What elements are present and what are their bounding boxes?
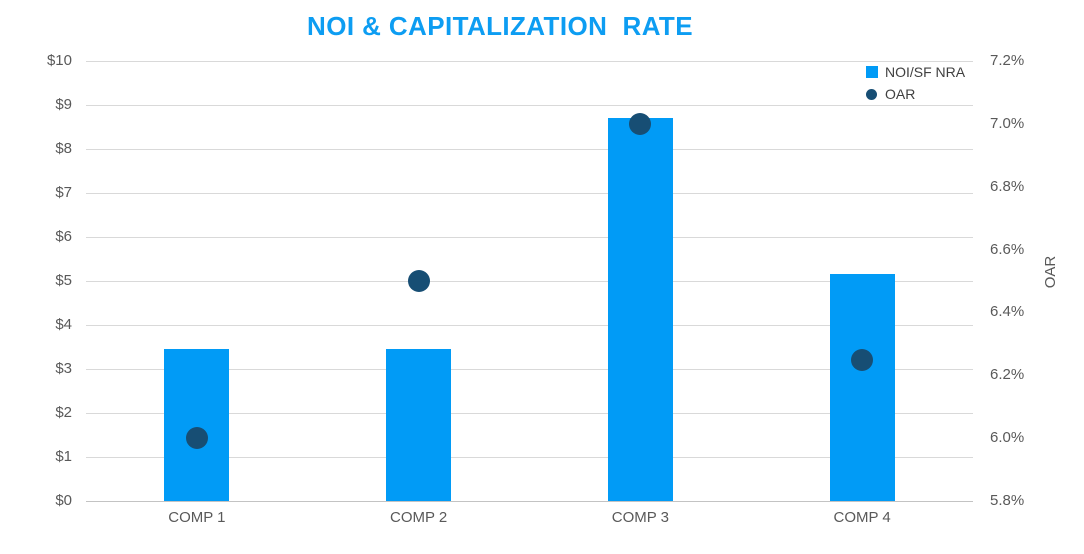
bar-comp-1 — [164, 349, 230, 501]
oar-point-comp-4 — [851, 348, 874, 371]
gridline — [86, 61, 973, 62]
chart-title: NOI & CAPITALIZATION RATE — [307, 11, 693, 41]
gridline — [86, 105, 973, 106]
scatter-series-dot-icon — [866, 88, 877, 100]
right-axis-tick: 5.8% — [990, 492, 1025, 509]
left-axis-tick: $5 — [55, 272, 72, 289]
gridline — [86, 369, 973, 370]
gridline — [86, 281, 973, 282]
bar-comp-4 — [829, 274, 895, 501]
right-axis-tick: 6.8% — [990, 177, 1025, 195]
right-axis-tick: 6.6% — [990, 240, 1025, 258]
gridline — [86, 237, 973, 238]
left-axis-tick: $10 — [46, 52, 72, 69]
category-label: COMP 3 — [611, 509, 669, 526]
bar-series-swatch-icon — [866, 66, 878, 78]
right-axis-tick: 6.4% — [990, 303, 1025, 321]
legend-item-oar: OAR — [866, 83, 965, 105]
left-axis-tick: $0 — [55, 492, 72, 509]
left-axis-tick: $2 — [55, 404, 72, 421]
left-axis-tick: $6 — [55, 228, 72, 245]
left-axis-tick: $3 — [55, 360, 72, 377]
gridline — [86, 413, 973, 414]
legend-item-noi-sf-nra: NOI/SF NRA — [866, 61, 965, 83]
legend: NOI/SF NRA OAR — [866, 61, 965, 105]
category-label: COMP 1 — [168, 509, 226, 526]
oar-point-comp-3 — [629, 112, 652, 135]
x-axis-line — [86, 501, 973, 502]
left-axis-tick: $8 — [55, 140, 72, 157]
right-axis-tick: 6.0% — [990, 429, 1025, 447]
category-label: COMP 4 — [833, 509, 891, 526]
left-axis-tick: $9 — [55, 96, 72, 113]
oar-point-comp-2 — [407, 270, 430, 292]
gridline — [86, 457, 973, 458]
left-axis-tick: $4 — [55, 316, 72, 333]
gridline — [86, 193, 973, 194]
right-axis-title: OAR — [1042, 255, 1059, 289]
gridline — [86, 325, 973, 326]
right-axis-tick: 7.0% — [990, 114, 1025, 132]
right-axis-tick: 7.2% — [990, 52, 1025, 69]
right-axis-tick: 6.2% — [990, 366, 1025, 384]
category-label: COMP 2 — [390, 509, 448, 526]
left-axis-tick: $1 — [55, 448, 72, 465]
gridline — [86, 149, 973, 150]
legend-label-noi-sf-nra: NOI/SF NRA — [885, 64, 966, 80]
legend-label-oar: OAR — [885, 86, 916, 102]
left-axis-tick: $7 — [55, 184, 72, 201]
bar-comp-3 — [607, 118, 673, 501]
bar-comp-2 — [386, 349, 452, 501]
oar-point-comp-1 — [185, 427, 208, 450]
